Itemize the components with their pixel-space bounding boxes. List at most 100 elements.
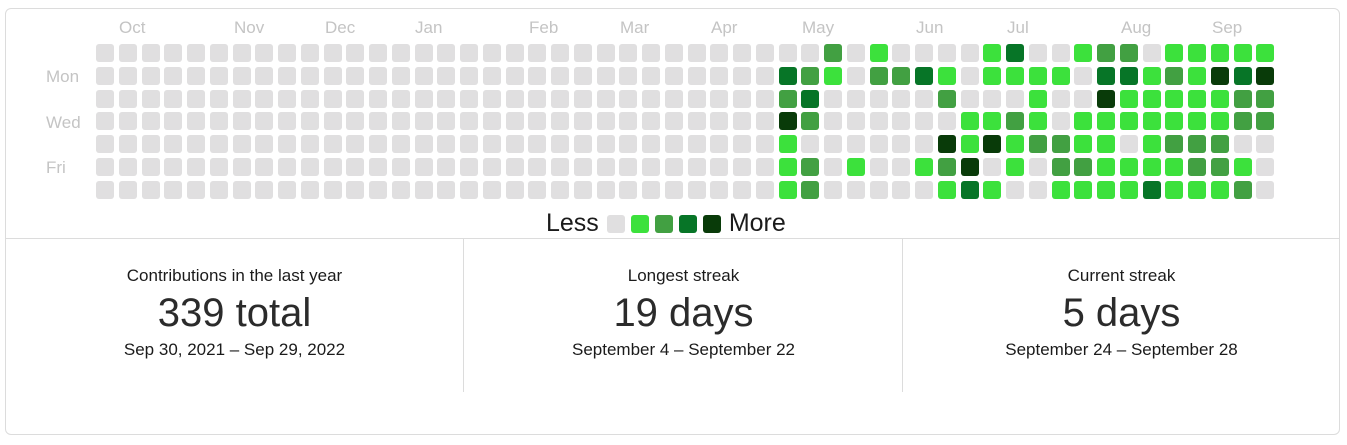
day-cell[interactable]	[414, 89, 433, 108]
day-cell[interactable]	[573, 112, 592, 131]
day-cell[interactable]	[1074, 44, 1093, 62]
day-cell[interactable]	[1210, 44, 1229, 62]
day-cell[interactable]	[1210, 158, 1229, 176]
day-cell[interactable]	[846, 44, 865, 62]
day-cell[interactable]	[1028, 89, 1047, 108]
day-cell[interactable]	[232, 158, 251, 176]
day-cell[interactable]	[300, 180, 319, 199]
day-cell[interactable]	[1006, 44, 1024, 62]
day-cell[interactable]	[869, 112, 888, 131]
day-cell[interactable]	[414, 44, 433, 62]
day-cell[interactable]	[596, 112, 615, 131]
day-cell[interactable]	[1188, 180, 1206, 199]
day-cell[interactable]	[846, 112, 865, 131]
day-cell[interactable]	[596, 44, 615, 62]
day-cell[interactable]	[733, 112, 751, 131]
day-cell[interactable]	[460, 44, 478, 62]
day-cell[interactable]	[1233, 112, 1252, 131]
day-cell[interactable]	[414, 135, 433, 154]
day-cell[interactable]	[1097, 180, 1115, 199]
day-cell[interactable]	[1051, 44, 1070, 62]
day-cell[interactable]	[300, 89, 319, 108]
day-cell[interactable]	[1256, 44, 1275, 62]
day-cell[interactable]	[596, 66, 615, 85]
day-cell[interactable]	[983, 44, 1002, 62]
day-cell[interactable]	[596, 180, 615, 199]
day-cell[interactable]	[1233, 135, 1252, 154]
day-cell[interactable]	[414, 158, 433, 176]
day-cell[interactable]	[323, 112, 342, 131]
day-cell[interactable]	[346, 44, 365, 62]
day-cell[interactable]	[892, 135, 911, 154]
day-cell[interactable]	[96, 180, 114, 199]
day-cell[interactable]	[846, 158, 865, 176]
day-cell[interactable]	[232, 180, 251, 199]
day-cell[interactable]	[642, 158, 660, 176]
day-cell[interactable]	[755, 112, 774, 131]
day-cell[interactable]	[164, 158, 183, 176]
day-cell[interactable]	[642, 180, 660, 199]
day-cell[interactable]	[573, 89, 592, 108]
day-cell[interactable]	[437, 135, 456, 154]
day-cell[interactable]	[96, 89, 114, 108]
day-cell[interactable]	[369, 89, 387, 108]
day-cell[interactable]	[505, 89, 524, 108]
day-cell[interactable]	[1074, 158, 1093, 176]
day-cell[interactable]	[1210, 112, 1229, 131]
day-cell[interactable]	[596, 89, 615, 108]
day-cell[interactable]	[619, 158, 638, 176]
day-cell[interactable]	[1165, 89, 1184, 108]
day-cell[interactable]	[778, 44, 797, 62]
day-cell[interactable]	[1210, 89, 1229, 108]
day-cell[interactable]	[664, 44, 683, 62]
day-cell[interactable]	[118, 66, 137, 85]
day-cell[interactable]	[482, 158, 501, 176]
day-cell[interactable]	[1051, 89, 1070, 108]
day-cell[interactable]	[824, 158, 842, 176]
day-cell[interactable]	[141, 135, 160, 154]
day-cell[interactable]	[687, 158, 706, 176]
day-cell[interactable]	[1006, 135, 1024, 154]
day-cell[interactable]	[300, 44, 319, 62]
day-cell[interactable]	[346, 180, 365, 199]
day-cell[interactable]	[892, 89, 911, 108]
day-cell[interactable]	[1051, 135, 1070, 154]
day-cell[interactable]	[187, 89, 205, 108]
day-cell[interactable]	[915, 158, 933, 176]
day-cell[interactable]	[278, 44, 296, 62]
day-cell[interactable]	[1233, 180, 1252, 199]
day-cell[interactable]	[1119, 135, 1138, 154]
day-cell[interactable]	[209, 44, 228, 62]
day-cell[interactable]	[1006, 66, 1024, 85]
day-cell[interactable]	[733, 158, 751, 176]
day-cell[interactable]	[118, 180, 137, 199]
day-cell[interactable]	[482, 112, 501, 131]
day-cell[interactable]	[1074, 135, 1093, 154]
day-cell[interactable]	[619, 89, 638, 108]
day-cell[interactable]	[391, 66, 410, 85]
day-cell[interactable]	[778, 180, 797, 199]
day-cell[interactable]	[164, 112, 183, 131]
day-cell[interactable]	[391, 180, 410, 199]
day-cell[interactable]	[983, 89, 1002, 108]
day-cell[interactable]	[1165, 44, 1184, 62]
day-cell[interactable]	[460, 180, 478, 199]
day-cell[interactable]	[778, 89, 797, 108]
day-cell[interactable]	[983, 180, 1002, 199]
day-cell[interactable]	[687, 66, 706, 85]
day-cell[interactable]	[1188, 89, 1206, 108]
day-cell[interactable]	[733, 89, 751, 108]
day-cell[interactable]	[1165, 112, 1184, 131]
day-cell[interactable]	[1051, 180, 1070, 199]
day-cell[interactable]	[801, 44, 820, 62]
day-cell[interactable]	[369, 112, 387, 131]
day-cell[interactable]	[710, 44, 729, 62]
day-cell[interactable]	[1028, 112, 1047, 131]
day-cell[interactable]	[255, 89, 274, 108]
day-cell[interactable]	[824, 180, 842, 199]
day-cell[interactable]	[915, 66, 933, 85]
day-cell[interactable]	[414, 112, 433, 131]
day-cell[interactable]	[369, 135, 387, 154]
day-cell[interactable]	[687, 89, 706, 108]
day-cell[interactable]	[369, 180, 387, 199]
